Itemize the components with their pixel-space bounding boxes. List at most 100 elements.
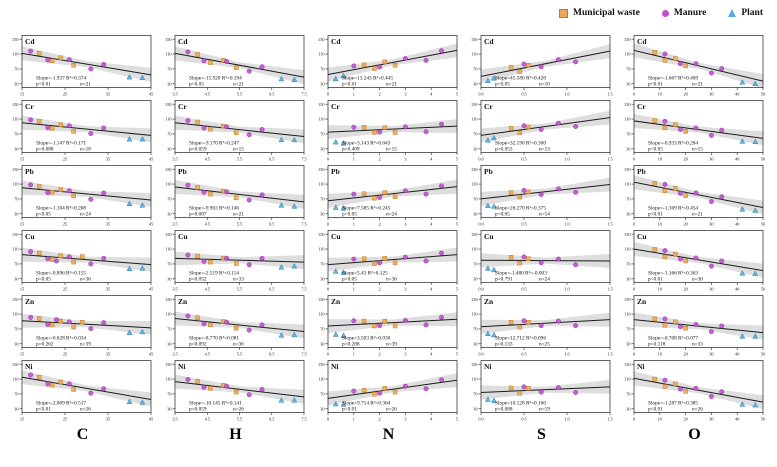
manure-point	[693, 61, 699, 67]
plot-content	[634, 312, 763, 340]
x-tick-label: 7.5	[301, 287, 306, 292]
y-tick-label: 110	[471, 52, 477, 57]
manure-point	[28, 48, 34, 54]
y-tick-label: 70	[167, 262, 171, 267]
manure-point	[677, 256, 683, 262]
y-tick-label: 30	[626, 406, 630, 411]
plot-content	[634, 113, 763, 146]
x-tick-label: 1.5	[607, 157, 612, 162]
manure-point	[185, 376, 191, 382]
manure-point	[224, 124, 230, 130]
element-label: Ni	[484, 362, 492, 371]
y-tick-label: 150	[624, 37, 630, 42]
stats-n: n=15	[233, 146, 244, 152]
manure-point	[246, 327, 252, 333]
plant-point	[291, 203, 298, 209]
municipal-waste-point	[517, 194, 522, 200]
x-tick-label: 35	[106, 222, 110, 227]
stats-p-value: p<0.05	[189, 81, 204, 87]
element-label: Cu	[25, 232, 35, 241]
manure-point	[693, 385, 699, 391]
manure-point	[201, 384, 207, 390]
municipal-waste-point	[517, 130, 522, 136]
column-letter-N: N	[382, 426, 395, 443]
manure-point	[402, 383, 408, 389]
plot-content	[634, 43, 763, 88]
stats-n: n=13	[539, 146, 550, 152]
y-tick-label: 110	[318, 247, 324, 252]
y-tick-label: 70	[14, 132, 18, 137]
legend-item-manure: Manure	[661, 8, 706, 18]
plant-point	[739, 206, 746, 212]
x-tick-label: 20	[683, 222, 687, 227]
manure-point	[423, 191, 429, 197]
manure-point	[662, 377, 668, 383]
plot-frame	[633, 165, 764, 218]
x-tick-label: 10	[658, 222, 662, 227]
manure-point	[439, 121, 444, 127]
plot-frame	[480, 100, 611, 153]
stats-n: n=30	[692, 276, 703, 282]
stats-slope-r2: Slope=-1.369 R²=0.454	[648, 206, 698, 212]
y-tick-label: 110	[165, 182, 171, 187]
plot-content	[22, 115, 151, 143]
manure-point	[246, 392, 252, 398]
manure-point	[185, 49, 191, 55]
municipal-waste-point	[36, 374, 42, 380]
plant-point	[126, 329, 133, 335]
manure-point	[402, 124, 408, 130]
municipal-waste-point	[382, 318, 388, 324]
municipal-waste-point	[71, 129, 76, 134]
manure-point	[101, 62, 107, 67]
manure-point	[555, 186, 561, 192]
x-tick-label: 1.0	[564, 417, 569, 422]
plant-point	[739, 79, 746, 85]
y-tick-label: 150	[471, 232, 477, 237]
manure-point	[573, 262, 579, 268]
y-tick-label: 70	[320, 197, 324, 202]
y-tick-label: 150	[471, 102, 477, 107]
x-tick-label: 50	[761, 157, 765, 162]
municipal-waste-point	[526, 256, 531, 261]
plot-frame	[633, 100, 764, 153]
manure-point	[259, 387, 265, 392]
manure-point	[377, 129, 383, 135]
regression-line	[175, 52, 304, 78]
panel-Pb-N: 30 70 110 150 0 1 2 3 4 5 Pb Slope=7.585 R²=0.245p<…	[318, 165, 458, 227]
x-tick-label: 3	[404, 157, 406, 162]
y-tick-label: 150	[471, 362, 477, 367]
stats-slope-r2: Slope=13.243 R²=0.445	[342, 76, 393, 82]
stats-n: n=26	[386, 406, 397, 412]
manure-point	[28, 314, 34, 320]
municipal-waste-point	[36, 316, 42, 321]
manure-point	[521, 123, 527, 129]
manure-point	[708, 199, 714, 204]
plot-content	[175, 251, 304, 270]
x-tick-label: 7.5	[301, 417, 306, 422]
municipal-waste-point	[58, 55, 63, 61]
manure-point	[88, 131, 94, 137]
element-label: Pb	[637, 167, 646, 176]
y-tick-label: 30	[626, 146, 630, 151]
manure-point	[677, 386, 683, 392]
element-label: Cr	[178, 102, 187, 111]
plant-point	[490, 203, 497, 209]
panel-Cr-S: 30 70 110 150 0.0 0.5 1.0 1.5 Cr Slope=32.190 R²=…	[471, 100, 613, 162]
x-tick-label: 45	[149, 287, 153, 292]
plant-point	[484, 330, 491, 337]
element-label: Pb	[25, 167, 34, 176]
x-tick-label: 1	[353, 222, 355, 227]
plant-point	[490, 331, 497, 338]
x-tick-label: 30	[709, 222, 713, 227]
y-tick-label: 30	[626, 341, 630, 346]
x-tick-label: 40	[735, 352, 739, 357]
plot-frame	[633, 360, 764, 413]
stats-p-value: p<0.05	[648, 146, 663, 152]
stats-slope-r2: Slope=-0.896 R²=0.155	[36, 271, 86, 277]
y-tick-label: 30	[473, 276, 477, 281]
plant-point	[484, 137, 491, 143]
municipal-waste-point	[195, 52, 200, 57]
municipal-waste-point	[195, 379, 200, 384]
manure-point	[28, 372, 34, 378]
manure-point	[246, 68, 252, 74]
